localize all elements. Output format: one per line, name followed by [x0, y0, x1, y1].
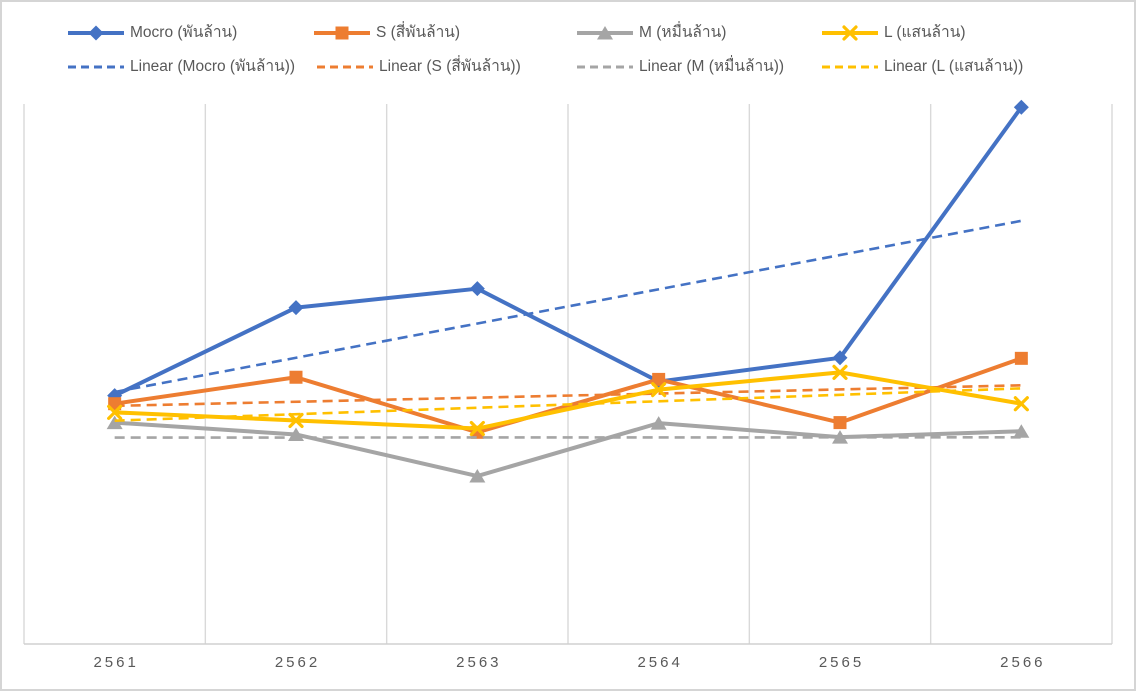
diamond-marker-icon — [288, 300, 304, 316]
triangle-marker-icon — [469, 469, 486, 483]
trendline-swatch-icon — [68, 65, 124, 69]
legend-item-l: L (แสนล้าน) — [821, 23, 966, 43]
x-marker-icon — [832, 364, 848, 380]
x-axis-label: 2565 — [819, 654, 864, 671]
x-axis-label: 2566 — [1000, 654, 1045, 671]
trendline-s — [114, 384, 1022, 408]
triangle-marker-icon — [288, 427, 304, 441]
legend-label-linear-l: Linear (L (แสนล้าน)) — [884, 58, 1024, 75]
legend-label-mocro: Mocro (พันล้าน) — [130, 24, 238, 41]
square-marker-icon — [652, 372, 666, 386]
legend-label-linear-m: Linear (M (หมื่นล้าน)) — [639, 58, 785, 75]
triangle-marker-icon — [650, 416, 667, 430]
legend-item-linear-s: Linear (S (สี่พันล้าน)) — [316, 57, 521, 77]
square-marker-icon — [289, 370, 303, 384]
x-axis-label: 2562 — [275, 654, 320, 671]
series-line-swatch-icon — [314, 26, 370, 40]
x-marker-icon — [288, 412, 304, 429]
series-line-m — [112, 420, 1024, 479]
diamond-marker-icon — [88, 25, 104, 41]
trendline-swatch-icon — [822, 65, 878, 69]
triangle-marker-icon — [832, 430, 848, 444]
trendline-swatch-icon — [317, 65, 373, 69]
legend-label-linear-s: Linear (S (สี่พันล้าน)) — [379, 58, 521, 75]
x-marker-icon — [469, 420, 485, 437]
triangle-marker-icon — [106, 415, 123, 430]
series-line-swatch-icon — [822, 25, 878, 41]
x-axis-label: 2564 — [637, 654, 682, 671]
legend-item-linear-m: Linear (M (หมื่นล้าน)) — [576, 57, 784, 77]
chart-legend: Mocro (พันล้าน) S (สี่พันล้าน) M (หมื่นล… — [2, 2, 1134, 97]
series-line-s — [112, 356, 1024, 435]
triangle-marker-icon — [1013, 424, 1030, 438]
diamond-marker-icon — [832, 350, 848, 366]
square-marker-icon — [335, 26, 349, 40]
series-line-swatch-icon — [68, 25, 124, 41]
x-marker-icon — [842, 25, 858, 41]
diamond-marker-icon — [1013, 99, 1029, 115]
legend-label-l: L (แสนล้าน) — [884, 24, 966, 41]
legend-item-s: S (สี่พันล้าน) — [313, 23, 460, 43]
x-axis-label: 2561 — [93, 654, 138, 671]
x-marker-icon — [107, 404, 123, 420]
legend-label-s: S (สี่พันล้าน) — [376, 24, 461, 41]
legend-item-linear-mocro: Linear (Mocro (พันล้าน)) — [67, 57, 295, 77]
trendline-l — [114, 387, 1022, 422]
x-axis-label: 2563 — [456, 654, 501, 671]
series-line-l — [112, 370, 1024, 431]
x-marker-icon — [651, 382, 667, 398]
triangle-marker-icon — [597, 26, 613, 40]
legend-label-linear-mocro: Linear (Mocro (พันล้าน)) — [130, 58, 296, 75]
series-line-mocro — [112, 105, 1024, 398]
legend-label-m: M (หมื่นล้าน) — [639, 24, 727, 41]
series-line-swatch-icon — [577, 26, 633, 40]
diamond-marker-icon — [469, 281, 485, 297]
trendline-mocro — [114, 219, 1022, 394]
legend-item-m: M (หมื่นล้าน) — [576, 23, 726, 43]
legend-item-linear-l: Linear (L (แสนล้าน)) — [821, 57, 1023, 77]
square-marker-icon — [1014, 351, 1028, 365]
legend-item-mocro: Mocro (พันล้าน) — [67, 23, 237, 43]
x-marker-icon — [1013, 396, 1029, 412]
square-marker-icon — [833, 416, 847, 430]
trendline-swatch-icon — [577, 65, 633, 69]
